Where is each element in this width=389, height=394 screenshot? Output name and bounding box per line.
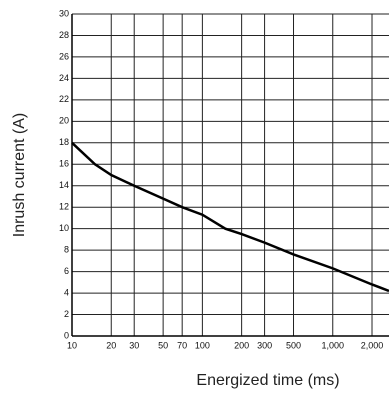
y-tick-label: 8 — [64, 245, 69, 255]
x-tick-label: 200 — [234, 340, 249, 350]
x-tick-label: 70 — [177, 340, 187, 350]
x-tick-label: 20 — [106, 340, 116, 350]
y-tick-label: 26 — [59, 51, 69, 61]
x-axis-title: Energized time (ms) — [196, 372, 339, 389]
x-tick-label: 30 — [129, 340, 139, 350]
y-tick-label: 28 — [59, 30, 69, 40]
y-tick-label: 12 — [59, 202, 69, 212]
x-tick-label: 100 — [195, 340, 210, 350]
data-line — [71, 141, 389, 293]
y-tick-label: 6 — [64, 266, 69, 276]
y-tick-label: 20 — [59, 116, 69, 126]
y-tick-label: 0 — [64, 330, 69, 340]
x-tick-label: 1,000 — [321, 340, 344, 350]
y-tick-label: 30 — [59, 8, 69, 18]
y-axis-title: Inrush current (A) — [11, 113, 28, 237]
x-tick-label: 500 — [286, 340, 301, 350]
y-tick-label: 4 — [64, 287, 69, 297]
x-tick-label: 10 — [67, 340, 77, 350]
y-tick-label: 18 — [59, 137, 69, 147]
x-tick-label: 50 — [158, 340, 168, 350]
y-tick-label: 14 — [59, 180, 69, 190]
y-tick-label: 2 — [64, 309, 69, 319]
y-tick-label: 16 — [59, 159, 69, 169]
y-tick-label: 10 — [59, 223, 69, 233]
x-tick-label: 2,000 — [361, 340, 384, 350]
y-tick-label: 24 — [59, 73, 69, 83]
x-tick-label: 300 — [257, 340, 272, 350]
y-tick-label: 22 — [59, 94, 69, 104]
